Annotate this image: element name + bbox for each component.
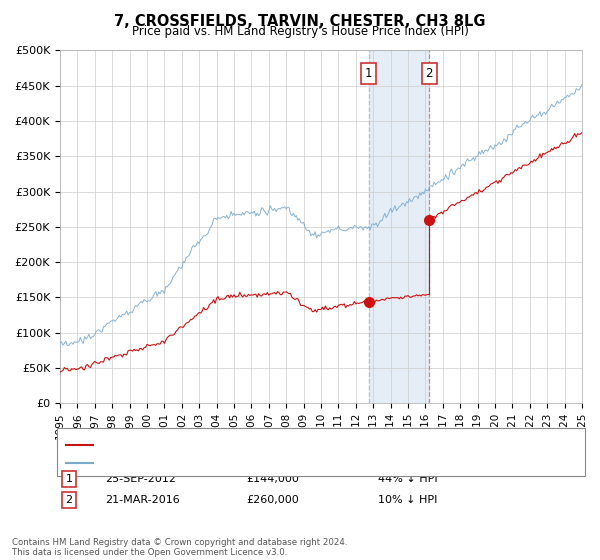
Text: 25-SEP-2012: 25-SEP-2012 — [105, 474, 176, 484]
Text: 1: 1 — [65, 474, 73, 484]
Text: 2: 2 — [65, 495, 73, 505]
Text: Contains HM Land Registry data © Crown copyright and database right 2024.
This d: Contains HM Land Registry data © Crown c… — [12, 538, 347, 557]
Text: HPI: Average price, detached house, Cheshire West and Chester: HPI: Average price, detached house, Ches… — [97, 458, 432, 468]
Text: £144,000: £144,000 — [246, 474, 299, 484]
Text: £260,000: £260,000 — [246, 495, 299, 505]
Text: 7, CROSSFIELDS, TARVIN, CHESTER, CH3 8LG: 7, CROSSFIELDS, TARVIN, CHESTER, CH3 8LG — [114, 14, 486, 29]
Bar — [368, 50, 429, 403]
Text: 1: 1 — [365, 67, 372, 80]
Text: 44% ↓ HPI: 44% ↓ HPI — [378, 474, 437, 484]
Text: 21-MAR-2016: 21-MAR-2016 — [105, 495, 180, 505]
Text: 7, CROSSFIELDS, TARVIN, CHESTER, CH3 8LG (detached house): 7, CROSSFIELDS, TARVIN, CHESTER, CH3 8LG… — [97, 440, 428, 450]
Text: 2: 2 — [425, 67, 433, 80]
Text: 10% ↓ HPI: 10% ↓ HPI — [378, 495, 437, 505]
Text: Price paid vs. HM Land Registry's House Price Index (HPI): Price paid vs. HM Land Registry's House … — [131, 25, 469, 38]
